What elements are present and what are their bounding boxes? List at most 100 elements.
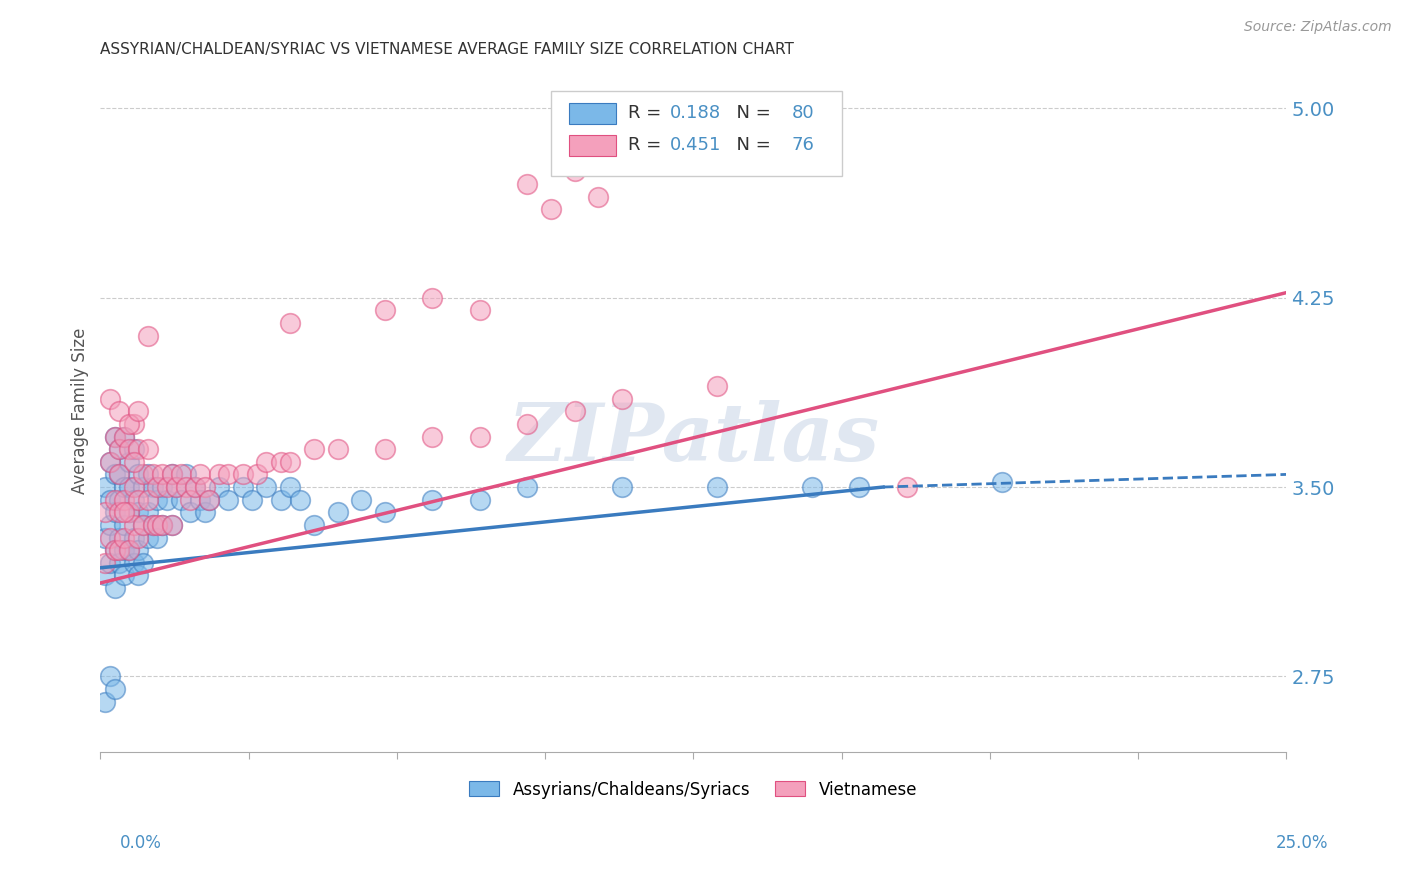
Point (160, 517, 183, 532)
Point (254, 455, 277, 469)
Point (146, 492, 169, 507)
Point (136, 505, 159, 519)
Y-axis label: Average Family Size: Average Family Size (72, 328, 89, 494)
Point (302, 442, 325, 457)
FancyBboxPatch shape (569, 136, 616, 155)
Point (103, 581, 125, 595)
Point (141, 480, 163, 494)
Point (108, 505, 131, 519)
Point (174, 467, 197, 482)
Point (198, 492, 221, 507)
Point (108, 442, 131, 457)
Point (98, 455, 121, 469)
Point (141, 517, 163, 532)
Point (127, 404, 149, 418)
Point (141, 467, 163, 482)
Point (990, 475, 1012, 489)
Point (127, 467, 149, 482)
Point (112, 531, 135, 545)
Legend: Assyrians/Chaldeans/Syriacs, Vietnamese: Assyrians/Chaldeans/Syriacs, Vietnamese (463, 774, 924, 805)
Point (288, 492, 311, 507)
Point (208, 467, 231, 482)
Text: 0.451: 0.451 (669, 136, 721, 154)
Point (108, 442, 131, 457)
Point (246, 467, 269, 482)
Point (118, 442, 141, 457)
Point (374, 303, 396, 318)
Point (122, 417, 145, 431)
Point (179, 505, 201, 519)
Point (98, 492, 121, 507)
Point (103, 543, 125, 558)
Point (103, 429, 125, 443)
Point (706, 480, 728, 494)
Point (118, 505, 141, 519)
Point (103, 492, 125, 507)
Point (217, 492, 239, 507)
Text: ASSYRIAN/CHALDEAN/SYRIAC VS VIETNAMESE AVERAGE FAMILY SIZE CORRELATION CHART: ASSYRIAN/CHALDEAN/SYRIAC VS VIETNAMESE A… (100, 42, 794, 57)
Point (156, 480, 179, 494)
Point (122, 480, 145, 494)
Point (122, 492, 145, 507)
Point (516, 417, 538, 431)
Point (132, 517, 155, 532)
Point (150, 517, 173, 532)
Point (108, 492, 131, 507)
Point (112, 480, 135, 494)
Point (108, 531, 131, 545)
Point (516, 480, 538, 494)
Point (170, 467, 193, 482)
Point (374, 442, 396, 457)
Point (240, 492, 263, 507)
Point (160, 467, 183, 482)
Point (132, 480, 155, 494)
Point (98, 531, 121, 545)
Point (232, 467, 254, 482)
Point (194, 505, 217, 519)
Point (374, 505, 396, 519)
Point (112, 568, 135, 582)
Point (94, 505, 117, 519)
Point (108, 543, 131, 558)
Point (122, 531, 145, 545)
Point (146, 531, 169, 545)
Point (422, 291, 444, 305)
Point (160, 517, 183, 532)
Text: R =: R = (628, 104, 666, 122)
Point (136, 492, 159, 507)
Point (165, 480, 187, 494)
Point (127, 442, 149, 457)
Point (122, 556, 145, 570)
Point (136, 442, 159, 457)
Point (302, 517, 325, 532)
Point (127, 505, 149, 519)
Point (896, 480, 918, 494)
Point (198, 492, 221, 507)
Point (174, 480, 197, 494)
Point (141, 517, 163, 532)
Point (108, 404, 131, 418)
Point (564, 164, 586, 178)
Point (278, 480, 301, 494)
Point (184, 480, 207, 494)
Point (278, 316, 301, 330)
Point (98, 392, 121, 406)
Point (254, 480, 277, 494)
Point (94, 568, 117, 582)
Point (612, 480, 634, 494)
Point (122, 442, 145, 457)
Point (136, 467, 159, 482)
Point (132, 467, 155, 482)
Point (270, 492, 292, 507)
Point (103, 429, 125, 443)
Point (98, 669, 121, 683)
Point (94, 531, 117, 545)
Point (98, 517, 121, 532)
Point (118, 543, 141, 558)
Point (170, 492, 193, 507)
Point (156, 492, 179, 507)
Point (122, 517, 145, 532)
Point (112, 429, 135, 443)
Point (612, 392, 634, 406)
Point (350, 492, 373, 507)
